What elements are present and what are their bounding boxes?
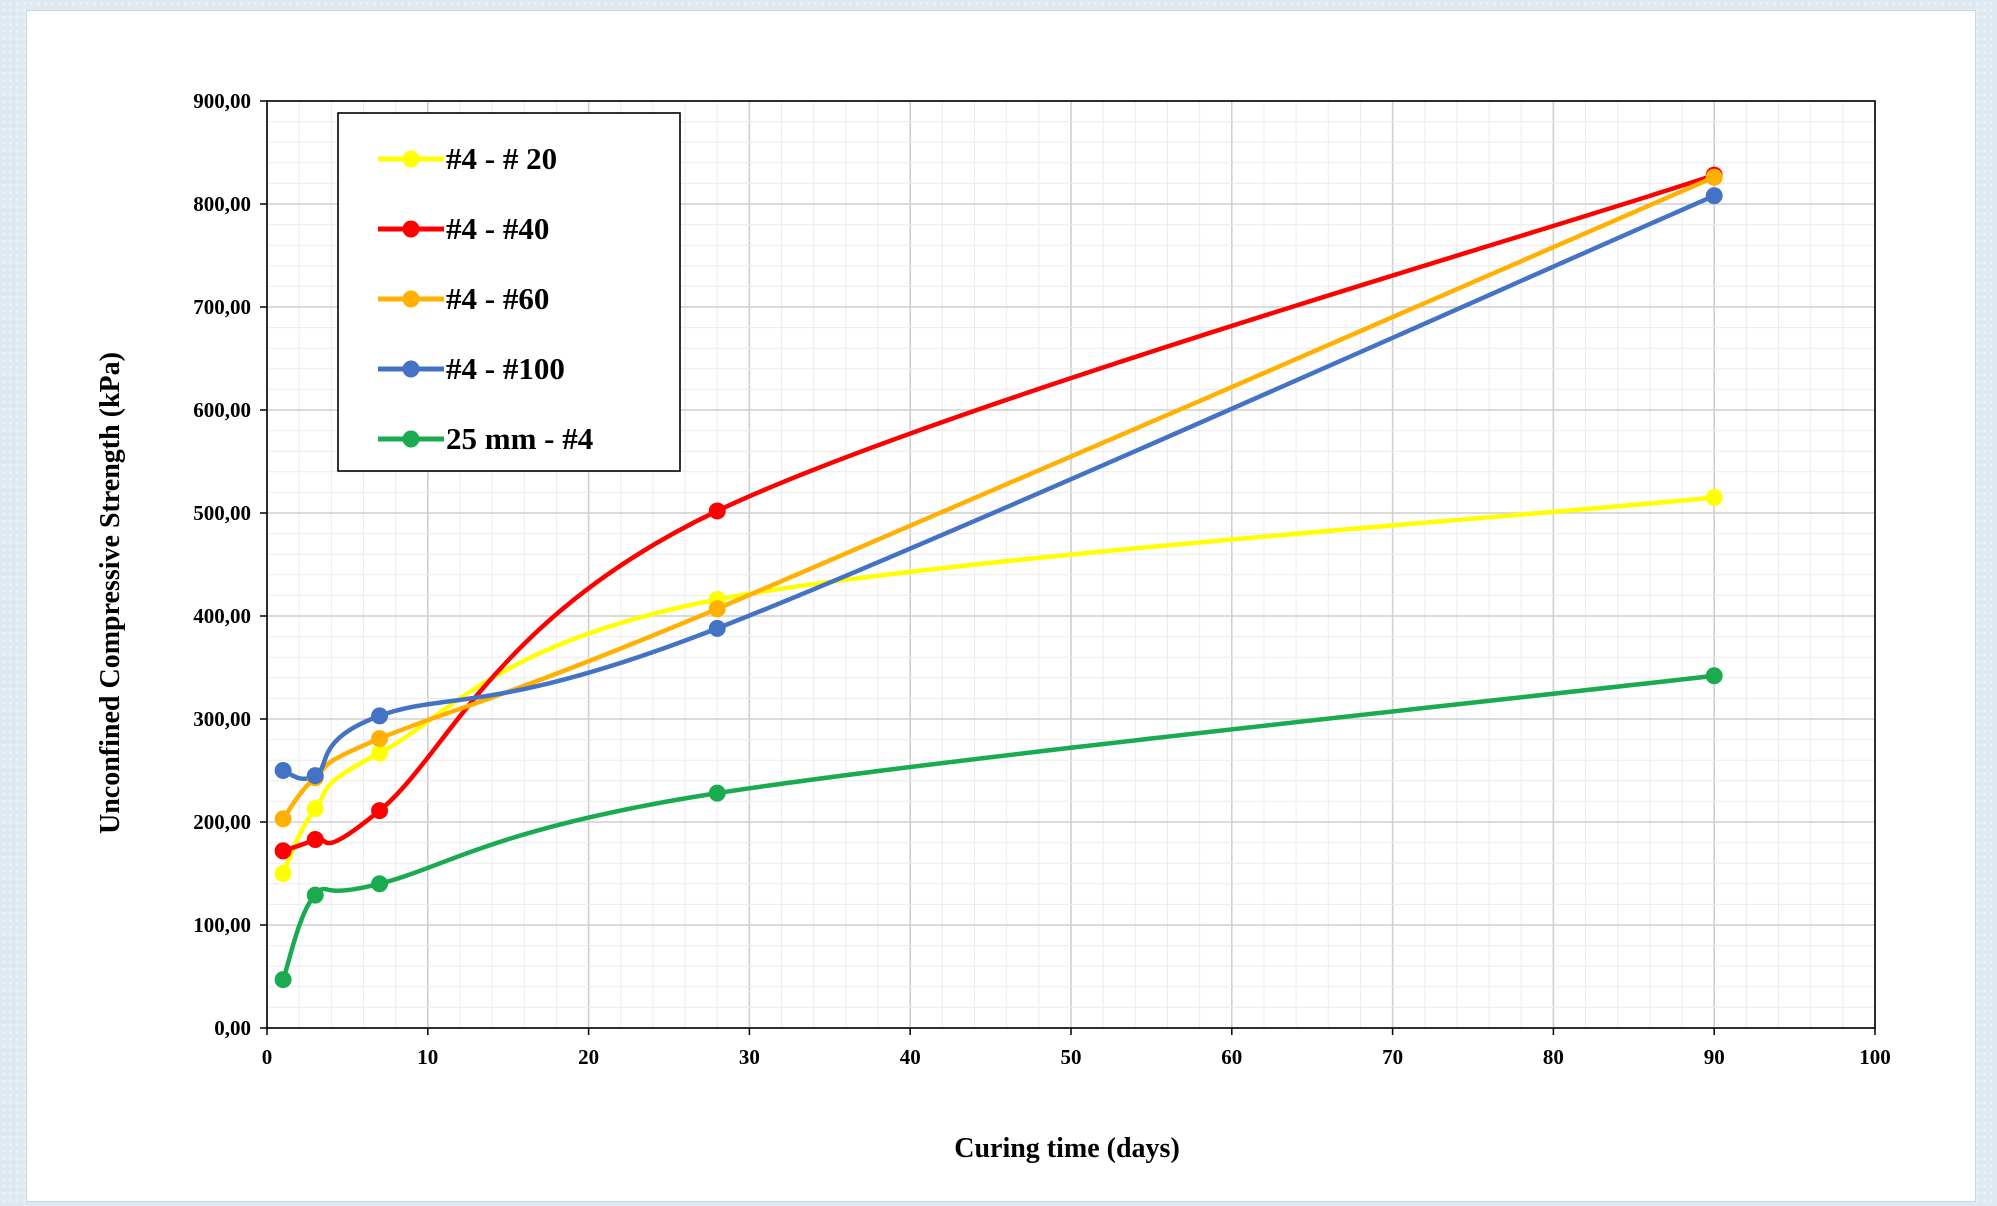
series-point-1	[274, 865, 292, 882]
y-tick-label: 700,00	[193, 295, 251, 319]
series-point-4	[1705, 187, 1723, 205]
series-line-4	[280, 193, 1717, 782]
series-point-2	[306, 831, 324, 849]
x-tick-label: 90	[1704, 1045, 1725, 1069]
x-tick-label: 100	[1859, 1045, 1891, 1069]
series-point-4	[306, 767, 324, 785]
legend-swatch-marker	[402, 360, 420, 378]
series-point-2	[274, 842, 292, 860]
legend-label: #4 - #40	[446, 211, 549, 246]
series-points	[274, 166, 1723, 989]
legend-label: 25 mm - #4	[446, 421, 593, 456]
x-tick-label: 60	[1221, 1045, 1242, 1069]
series-point-5	[1705, 667, 1723, 685]
y-tick-label: 500,00	[193, 501, 251, 525]
chart-frame: 0 10 20 30 40 50 60 70 80 90 100 0,00 100,00 200,00 30…	[26, 10, 1976, 1202]
legend-swatch-marker	[402, 290, 420, 308]
x-tick-label: 70	[1382, 1045, 1403, 1069]
x-tick-label: 80	[1543, 1045, 1564, 1069]
axes	[260, 100, 1876, 1035]
tick-labels: 0 10 20 30 40 50 60 70 80 90 100 0,00 100,00 200,00 30…	[193, 89, 1891, 1069]
legend-label: #4 - # 20	[446, 141, 557, 176]
x-tick-label: 50	[1061, 1045, 1082, 1069]
series-point-3	[371, 730, 389, 748]
series-point-1	[371, 744, 389, 762]
series-point-5	[708, 784, 726, 802]
y-tick-label: 100,00	[193, 913, 251, 937]
series-point-2	[371, 802, 389, 820]
y-tick-label: 900,00	[193, 89, 251, 113]
series-point-1	[1705, 489, 1723, 507]
series-point-3	[1705, 168, 1723, 186]
legend-swatch-marker	[402, 150, 420, 168]
series-point-5	[274, 971, 292, 989]
legend-box	[337, 112, 681, 472]
x-tick-label: 20	[578, 1045, 599, 1069]
series-point-5	[306, 886, 324, 904]
x-axis-title: Curing time (days)	[954, 1133, 1180, 1164]
legend: #4 - # 20 #4 - #40 #4 - #60 #4 - #100 25 mm …	[337, 112, 681, 472]
x-tick-label: 40	[900, 1045, 921, 1069]
legend-label: #4 - #60	[446, 281, 549, 316]
y-tick-label: 200,00	[193, 810, 251, 834]
series-point-5	[371, 875, 389, 893]
x-tick-label: 10	[417, 1045, 438, 1069]
y-tick-label: 400,00	[193, 604, 251, 628]
series-point-3	[708, 600, 726, 618]
series-point-4	[274, 762, 292, 779]
y-tick-label: 0,00	[214, 1016, 251, 1040]
series-point-2	[708, 502, 726, 520]
legend-label: #4 - #100	[446, 351, 565, 386]
y-axis-title: Unconfined Compressive Strength (kPa)	[95, 352, 126, 834]
series-point-1	[306, 800, 324, 818]
x-tick-label: 30	[739, 1045, 760, 1069]
x-tick-label: 0	[262, 1045, 273, 1069]
y-tick-label: 600,00	[193, 398, 251, 422]
series-point-4	[371, 707, 389, 725]
y-tick-label: 800,00	[193, 192, 251, 216]
legend-swatch-marker	[402, 220, 420, 238]
series-point-3	[274, 810, 292, 828]
series-point-4	[708, 619, 726, 637]
y-tick-label: 300,00	[193, 707, 251, 731]
line-chart: 0 10 20 30 40 50 60 70 80 90 100 0,00 100,00 200,00 30…	[95, 89, 1891, 1164]
legend-swatch-marker	[402, 430, 420, 448]
